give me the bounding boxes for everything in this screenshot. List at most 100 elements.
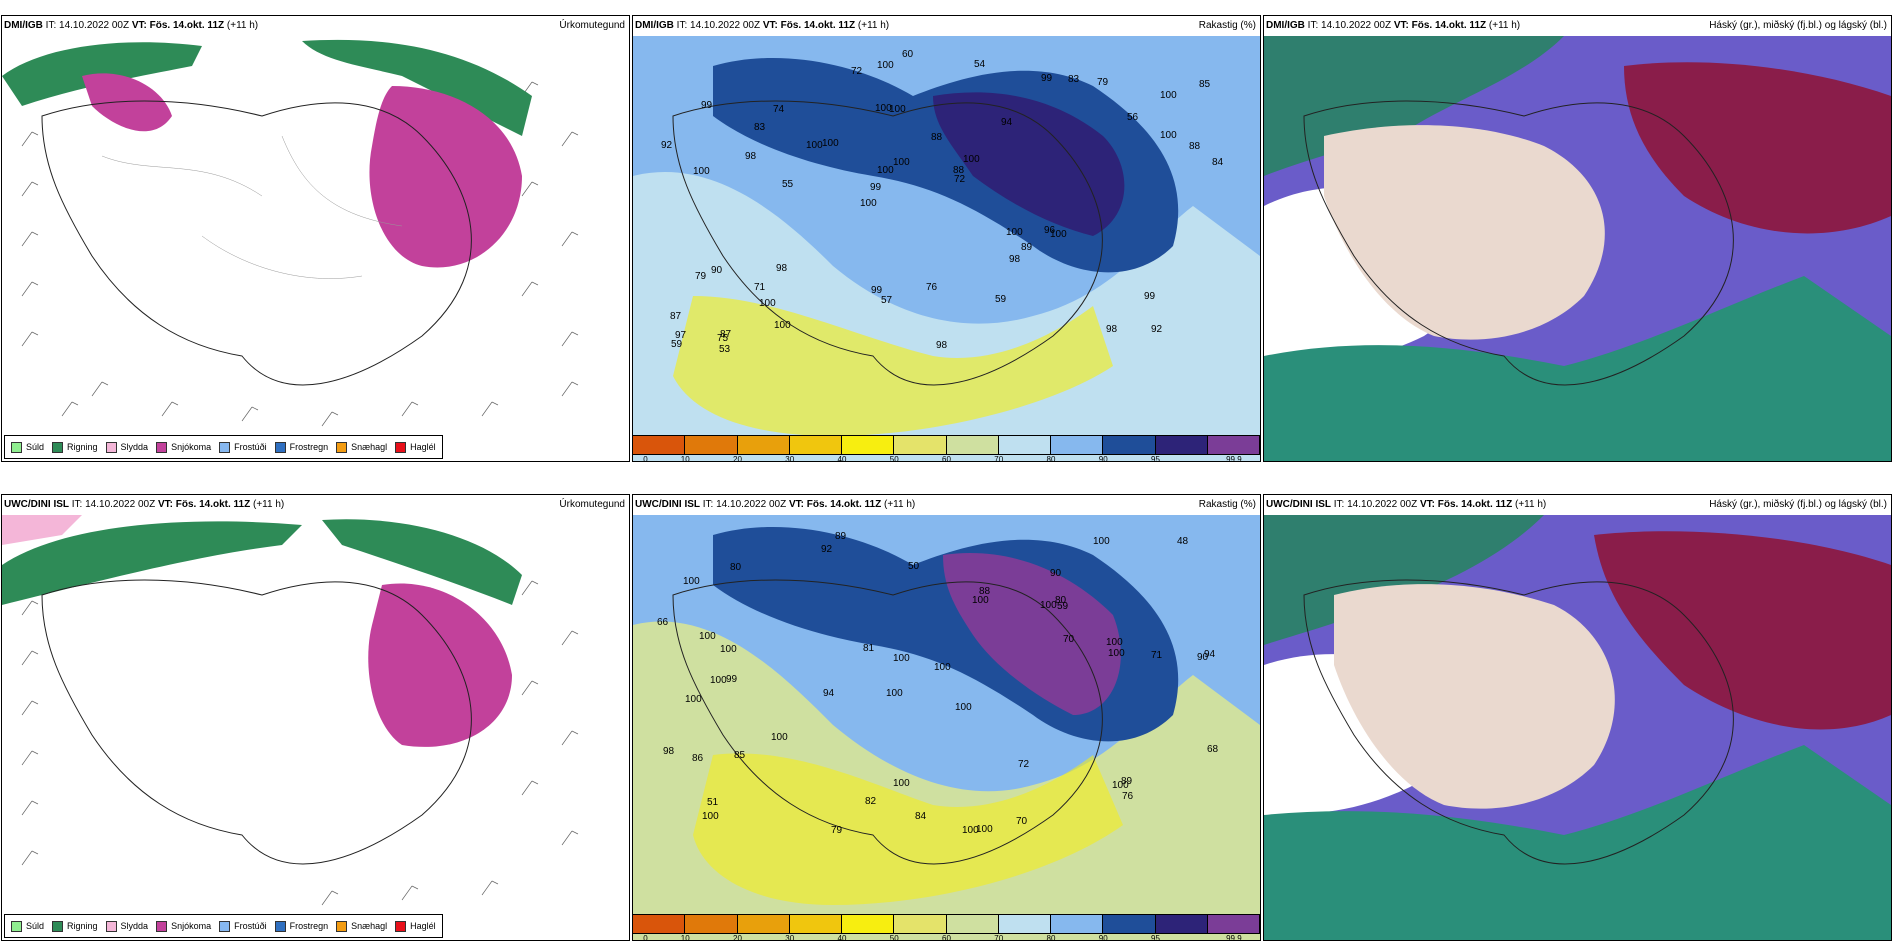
humidity-value-label: 90 (1050, 568, 1062, 579)
legend-item: Snæhagl (336, 920, 387, 932)
panel-header: DMI/IGB IT: 14.10.2022 00Z VT: Fös. 14.o… (1264, 16, 1891, 36)
precip-type-legend: Súld Rigning Slydda Snjókoma Frostúði Fr… (4, 435, 443, 459)
legend-item: Snjókoma (156, 920, 211, 932)
legend-swatch (395, 441, 407, 453)
humidity-colorbar: 0 10 20 30 40 50 60 70 80 90 95 99.9 (633, 914, 1260, 941)
humidity-value-label: 100 (934, 662, 951, 673)
humidity-value-label: 100 (1006, 227, 1023, 238)
humidity-value-label: 100 (806, 140, 823, 151)
humidity-value-label: 72 (954, 174, 966, 185)
humidity-value-label: 89 (1021, 242, 1033, 253)
legend-swatch (11, 920, 22, 932)
humidity-colorbar: 0 10 20 30 40 50 60 70 80 90 95 99.9 (633, 435, 1260, 462)
panel-title: Háský (gr.), miðský (fj.bl.) og lágský (… (1709, 20, 1887, 31)
humidity-value-label: 48 (1177, 536, 1189, 547)
humidity-value-label: 98 (1106, 324, 1118, 335)
legend-swatch (105, 920, 117, 932)
colorbar-swatch (685, 436, 738, 454)
humidity-value-label: 59 (995, 294, 1007, 305)
colorbar-swatch (1207, 915, 1260, 933)
legend-item: Frostregn (274, 441, 328, 453)
colorbar-swatch (737, 915, 790, 933)
colorbar-swatch (737, 436, 790, 454)
humidity-value-label: 56 (1127, 112, 1139, 123)
legend-swatch (105, 441, 117, 453)
humidity-value-label: 79 (1097, 77, 1109, 88)
colorbar-swatch (894, 436, 947, 454)
colorbar-labels: 0 10 20 30 40 50 60 70 80 90 95 99.9 (633, 934, 1260, 941)
humidity-value-label: 90 (711, 265, 723, 276)
humidity-value-label: 70 (1016, 816, 1028, 827)
legend-item: Slydda (105, 920, 148, 932)
humidity-value-label: 84 (1212, 157, 1224, 168)
colorbar-labels: 0 10 20 30 40 50 60 70 80 90 95 99.9 (633, 455, 1260, 462)
legend-item: Rigning (52, 441, 98, 453)
colorbar-tick-label: 40 (837, 934, 847, 941)
humidity-value-label: 100 (893, 653, 910, 664)
humidity-value-label: 100 (710, 675, 727, 686)
panel-header: DMI/IGB IT: 14.10.2022 00Z VT: Fös. 14.o… (633, 16, 1260, 36)
humidity-value-label: 57 (881, 295, 893, 306)
colorbar-swatch (1155, 915, 1208, 933)
humidity-value-label: 100 (685, 694, 702, 705)
legend-item: Frostúði (219, 920, 267, 932)
panel-header: UWC/DINI ISL IT: 14.10.2022 00Z VT: Fös.… (1264, 495, 1891, 515)
humidity-value-label: 54 (974, 59, 986, 70)
colorbar-tick-label: 50 (889, 455, 899, 462)
colorbar-tick-label: 80 (1046, 455, 1056, 462)
humidity-value-label: 68 (1207, 744, 1219, 755)
legend-swatch (336, 920, 348, 932)
humidity-value-label: 99 (871, 285, 883, 296)
colorbar-swatch (842, 436, 895, 454)
humidity-value-label: 100 (683, 576, 700, 587)
humidity-value-label: 100 (693, 166, 710, 177)
legend-swatch (274, 441, 286, 453)
colorbar-tick-label: 20 (733, 934, 742, 941)
precip-type-legend: Súld Rigning Slydda Snjókoma Frostúði Fr… (4, 914, 443, 938)
colorbar-swatch (1051, 436, 1104, 454)
humidity-value-label: 100 (893, 778, 910, 789)
humidity-value-label: 59 (671, 339, 683, 350)
humidity-value-label: 100 (889, 104, 906, 115)
colorbar-swatch (946, 915, 999, 933)
humidity-value-label: 88 (953, 165, 965, 176)
colorbar-tick-label: 99.9 (1226, 455, 1242, 462)
humidity-value-label: 100 (771, 732, 788, 743)
colorbar-swatch (633, 915, 686, 933)
humidity-value-label: 88 (931, 132, 943, 143)
colorbar-swatch (789, 915, 842, 933)
humidity-map: 8990901001009910010010010010010092941001… (633, 515, 1260, 940)
colorbar-swatch (1207, 436, 1260, 454)
panel-title: Úrkomutegund (559, 20, 625, 31)
humidity-value-label: 92 (661, 140, 673, 151)
legend-item: Frostúði (219, 441, 267, 453)
colorbar-swatch (894, 915, 947, 933)
colorbar-swatch (1051, 915, 1104, 933)
cloud-map (1264, 36, 1891, 461)
humidity-value-label: 71 (1151, 650, 1163, 661)
panel-title: Rakastig (%) (1198, 20, 1256, 31)
humidity-value-label: 100 (860, 198, 877, 209)
humidity-value-label: 100 (774, 320, 791, 331)
colorbar-swatch (633, 436, 686, 454)
panel-header: UWC/DINI ISL IT: 14.10.2022 00Z VT: Fös.… (2, 495, 629, 515)
humidity-value-label: 88 (979, 586, 991, 597)
humidity-value-label: 100 (1106, 637, 1123, 648)
colorbar-tick-label: 70 (994, 934, 1004, 941)
humidity-value-label: 100 (1160, 90, 1177, 101)
legend-swatch (274, 920, 286, 932)
humidity-value-label: 100 (1040, 600, 1057, 611)
humidity-value-label: 100 (1093, 536, 1110, 547)
wind-barbs (21, 580, 579, 906)
panel-title: Rakastig (%) (1198, 499, 1256, 510)
precip-map (2, 39, 579, 427)
humidity-value-label: 100 (962, 825, 979, 836)
humidity-value-label: 94 (823, 688, 835, 699)
humidity-value-label: 100 (955, 702, 972, 713)
legend-swatch (219, 441, 231, 453)
humidity-value-label: 98 (1009, 254, 1021, 265)
humidity-value-label: 79 (831, 825, 843, 836)
panel-dmi-precip-type: DMI/IGB IT: 14.10.2022 00Z VT: Fös. 14.o… (1, 15, 630, 462)
panel-dmi-cloud: DMI/IGB IT: 14.10.2022 00Z VT: Fös. 14.o… (1263, 15, 1892, 462)
colorbar-tick-label: 60 (942, 934, 951, 941)
